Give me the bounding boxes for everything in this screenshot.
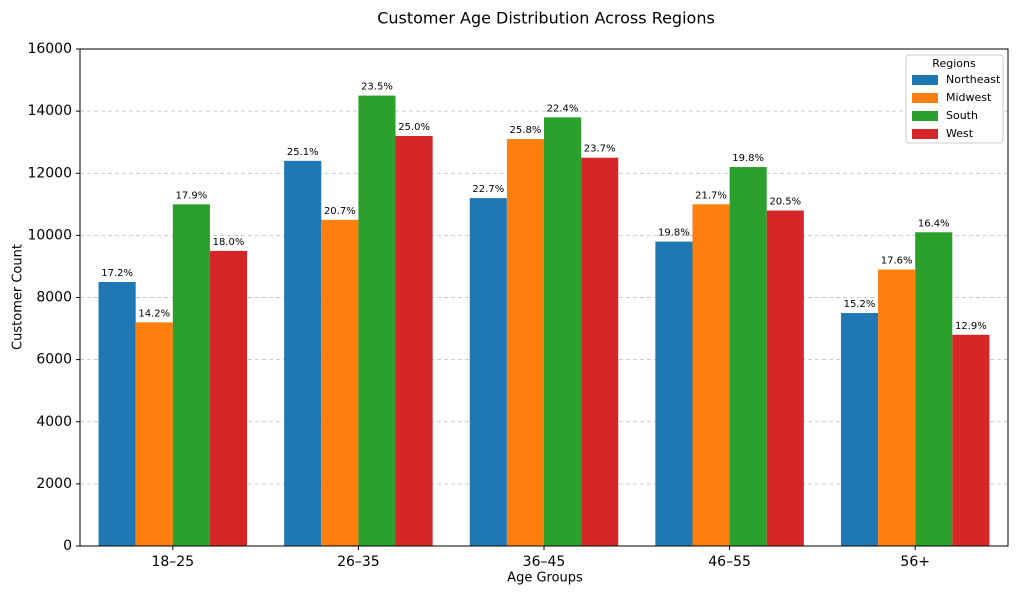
value-label: 22.7% (472, 184, 504, 195)
y-tick-label: 4000 (36, 414, 72, 430)
value-label: 17.2% (101, 268, 133, 279)
legend-swatch (912, 129, 938, 139)
value-label: 22.4% (547, 103, 579, 114)
bar (840, 313, 879, 546)
legend-swatch (912, 93, 938, 103)
bar (878, 269, 916, 546)
value-label: 21.7% (695, 190, 727, 201)
x-tick-label: 18–25 (151, 554, 194, 570)
value-label: 19.8% (732, 153, 764, 164)
y-tick-label: 0 (63, 538, 72, 554)
bar (469, 198, 507, 546)
value-label: 16.4% (918, 218, 950, 229)
bar (766, 210, 804, 546)
value-label: 25.1% (287, 147, 319, 158)
bar (358, 95, 396, 546)
value-label: 23.7% (584, 144, 616, 155)
value-label: 20.5% (769, 197, 801, 208)
bar (506, 139, 544, 547)
y-tick-label: 14000 (27, 103, 72, 119)
bar (209, 250, 248, 546)
value-label: 25.8% (510, 125, 542, 136)
bar (395, 135, 433, 546)
value-label: 14.2% (138, 308, 170, 319)
value-label: 15.2% (844, 299, 876, 310)
bar (581, 157, 619, 546)
chart-title: Customer Age Distribution Across Regions (377, 9, 715, 28)
y-axis-label: Customer Count (11, 244, 26, 350)
y-tick-label: 8000 (36, 290, 72, 306)
value-label: 18.0% (213, 237, 245, 248)
bar (135, 322, 173, 546)
x-tick-label: 46–55 (708, 554, 751, 570)
value-label: 12.9% (955, 321, 987, 332)
bar (915, 232, 953, 547)
value-label: 17.9% (175, 190, 207, 201)
y-tick-label: 12000 (27, 165, 72, 181)
x-tick-label: 56+ (900, 554, 930, 570)
legend-label: Northeast (946, 73, 1001, 86)
legend-title: Regions (932, 57, 976, 70)
legend-label: West (946, 127, 974, 140)
bar (98, 281, 136, 546)
bar (321, 219, 359, 546)
y-tick-label: 6000 (36, 352, 72, 368)
y-tick-label: 16000 (27, 41, 72, 57)
legend-swatch (912, 75, 938, 85)
bar (172, 204, 210, 546)
value-label: 17.6% (881, 256, 913, 267)
value-label: 25.0% (398, 122, 430, 133)
bar (729, 167, 767, 546)
x-axis-label: Age Groups (507, 571, 583, 586)
legend-label: Midwest (946, 91, 992, 104)
bar (952, 334, 990, 546)
value-label: 23.5% (361, 82, 393, 93)
bar (544, 117, 582, 547)
legend-swatch (912, 111, 938, 121)
value-label: 20.7% (324, 206, 356, 217)
legend-label: South (946, 109, 978, 122)
bar (692, 204, 730, 546)
bar (284, 160, 322, 546)
y-tick-label: 10000 (27, 227, 72, 243)
value-label: 19.8% (658, 228, 690, 239)
bar (655, 241, 693, 546)
plot-frame (79, 48, 1009, 547)
x-tick-label: 26–35 (337, 554, 380, 570)
x-tick-label: 36–45 (523, 554, 566, 570)
y-tick-label: 2000 (36, 476, 72, 492)
